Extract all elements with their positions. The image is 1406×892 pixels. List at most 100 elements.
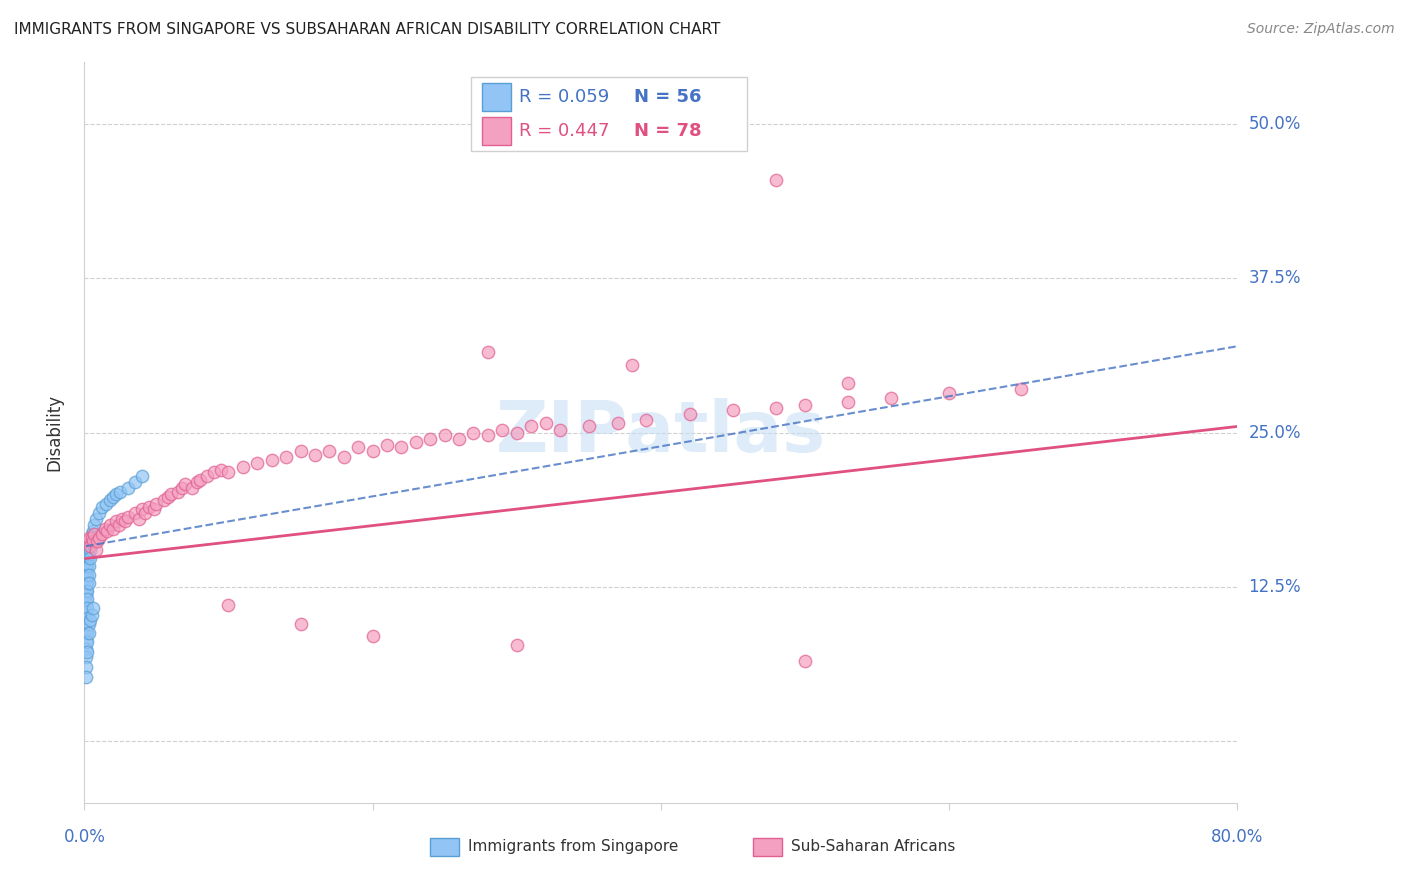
Point bbox=[131, 468, 153, 483]
Point bbox=[79, 551, 101, 566]
Point bbox=[93, 522, 115, 536]
Point bbox=[209, 462, 232, 476]
Point bbox=[290, 444, 312, 458]
Point bbox=[77, 539, 100, 553]
Point bbox=[80, 536, 103, 550]
Point bbox=[333, 450, 356, 465]
Text: Source: ZipAtlas.com: Source: ZipAtlas.com bbox=[1247, 22, 1395, 37]
Point bbox=[79, 542, 101, 557]
Point bbox=[477, 428, 499, 442]
Point bbox=[419, 432, 441, 446]
Point bbox=[76, 611, 98, 625]
Point bbox=[76, 583, 98, 598]
Point bbox=[76, 567, 98, 582]
Point bbox=[606, 416, 628, 430]
Point bbox=[103, 522, 124, 536]
Point bbox=[75, 564, 97, 578]
Point bbox=[75, 551, 97, 566]
Point bbox=[75, 571, 97, 585]
Point bbox=[218, 599, 240, 613]
Point bbox=[375, 438, 398, 452]
Point bbox=[76, 600, 98, 615]
Point bbox=[84, 542, 107, 557]
Point bbox=[77, 616, 100, 631]
Point bbox=[96, 524, 118, 539]
Point bbox=[77, 576, 100, 591]
Point bbox=[128, 512, 150, 526]
Point bbox=[117, 509, 139, 524]
Text: N = 78: N = 78 bbox=[634, 122, 702, 140]
Point bbox=[76, 625, 98, 640]
Point bbox=[794, 654, 817, 668]
Point bbox=[108, 518, 131, 533]
Point bbox=[520, 419, 543, 434]
Text: ZIPatlas: ZIPatlas bbox=[496, 398, 825, 467]
Text: 50.0%: 50.0% bbox=[1249, 115, 1301, 133]
Point bbox=[765, 401, 787, 415]
FancyBboxPatch shape bbox=[430, 838, 460, 856]
Point bbox=[938, 386, 960, 401]
Text: 25.0%: 25.0% bbox=[1249, 424, 1301, 442]
Point bbox=[84, 512, 107, 526]
Text: 0.0%: 0.0% bbox=[63, 828, 105, 846]
Point bbox=[76, 542, 98, 557]
Point bbox=[79, 534, 101, 549]
Text: Immigrants from Singapore: Immigrants from Singapore bbox=[468, 839, 679, 854]
Text: 80.0%: 80.0% bbox=[1211, 828, 1264, 846]
Point bbox=[75, 641, 97, 656]
Point bbox=[75, 589, 97, 603]
Point bbox=[679, 407, 702, 421]
Point bbox=[83, 518, 105, 533]
Point bbox=[75, 576, 97, 591]
Point bbox=[110, 484, 132, 499]
Point bbox=[167, 484, 190, 499]
Text: R = 0.059: R = 0.059 bbox=[519, 88, 609, 106]
FancyBboxPatch shape bbox=[754, 838, 782, 856]
Point bbox=[75, 670, 97, 684]
Point bbox=[202, 465, 225, 479]
Point bbox=[304, 448, 326, 462]
Point bbox=[75, 605, 97, 619]
Text: 37.5%: 37.5% bbox=[1249, 269, 1301, 287]
Point bbox=[276, 450, 298, 465]
Point bbox=[405, 435, 427, 450]
Point bbox=[391, 441, 413, 455]
Point bbox=[90, 500, 112, 514]
Point bbox=[75, 623, 97, 637]
Point bbox=[463, 425, 485, 440]
Point bbox=[181, 481, 204, 495]
Point bbox=[124, 506, 146, 520]
Point bbox=[79, 539, 101, 553]
Text: R = 0.447: R = 0.447 bbox=[519, 122, 610, 140]
FancyBboxPatch shape bbox=[482, 117, 510, 145]
Point bbox=[76, 534, 98, 549]
Point bbox=[77, 567, 100, 582]
Point bbox=[76, 551, 98, 566]
Point bbox=[361, 444, 384, 458]
Point bbox=[449, 432, 471, 446]
Point bbox=[721, 403, 744, 417]
Point bbox=[75, 632, 97, 647]
Point bbox=[87, 506, 110, 520]
Point bbox=[80, 608, 103, 623]
Point bbox=[534, 416, 557, 430]
Point bbox=[90, 526, 112, 541]
Point bbox=[548, 423, 571, 437]
Point bbox=[318, 444, 340, 458]
Point bbox=[156, 490, 179, 504]
Point bbox=[82, 600, 104, 615]
Point bbox=[1010, 383, 1032, 397]
Point bbox=[837, 394, 859, 409]
Point bbox=[94, 497, 117, 511]
Point bbox=[636, 413, 658, 427]
Point bbox=[77, 558, 100, 573]
Point bbox=[82, 534, 104, 549]
Point bbox=[75, 596, 97, 610]
Point bbox=[111, 512, 134, 526]
Point bbox=[105, 487, 128, 501]
Point bbox=[124, 475, 146, 489]
Point bbox=[290, 616, 312, 631]
Point bbox=[246, 457, 269, 471]
Point bbox=[77, 625, 100, 640]
Point bbox=[837, 376, 859, 391]
